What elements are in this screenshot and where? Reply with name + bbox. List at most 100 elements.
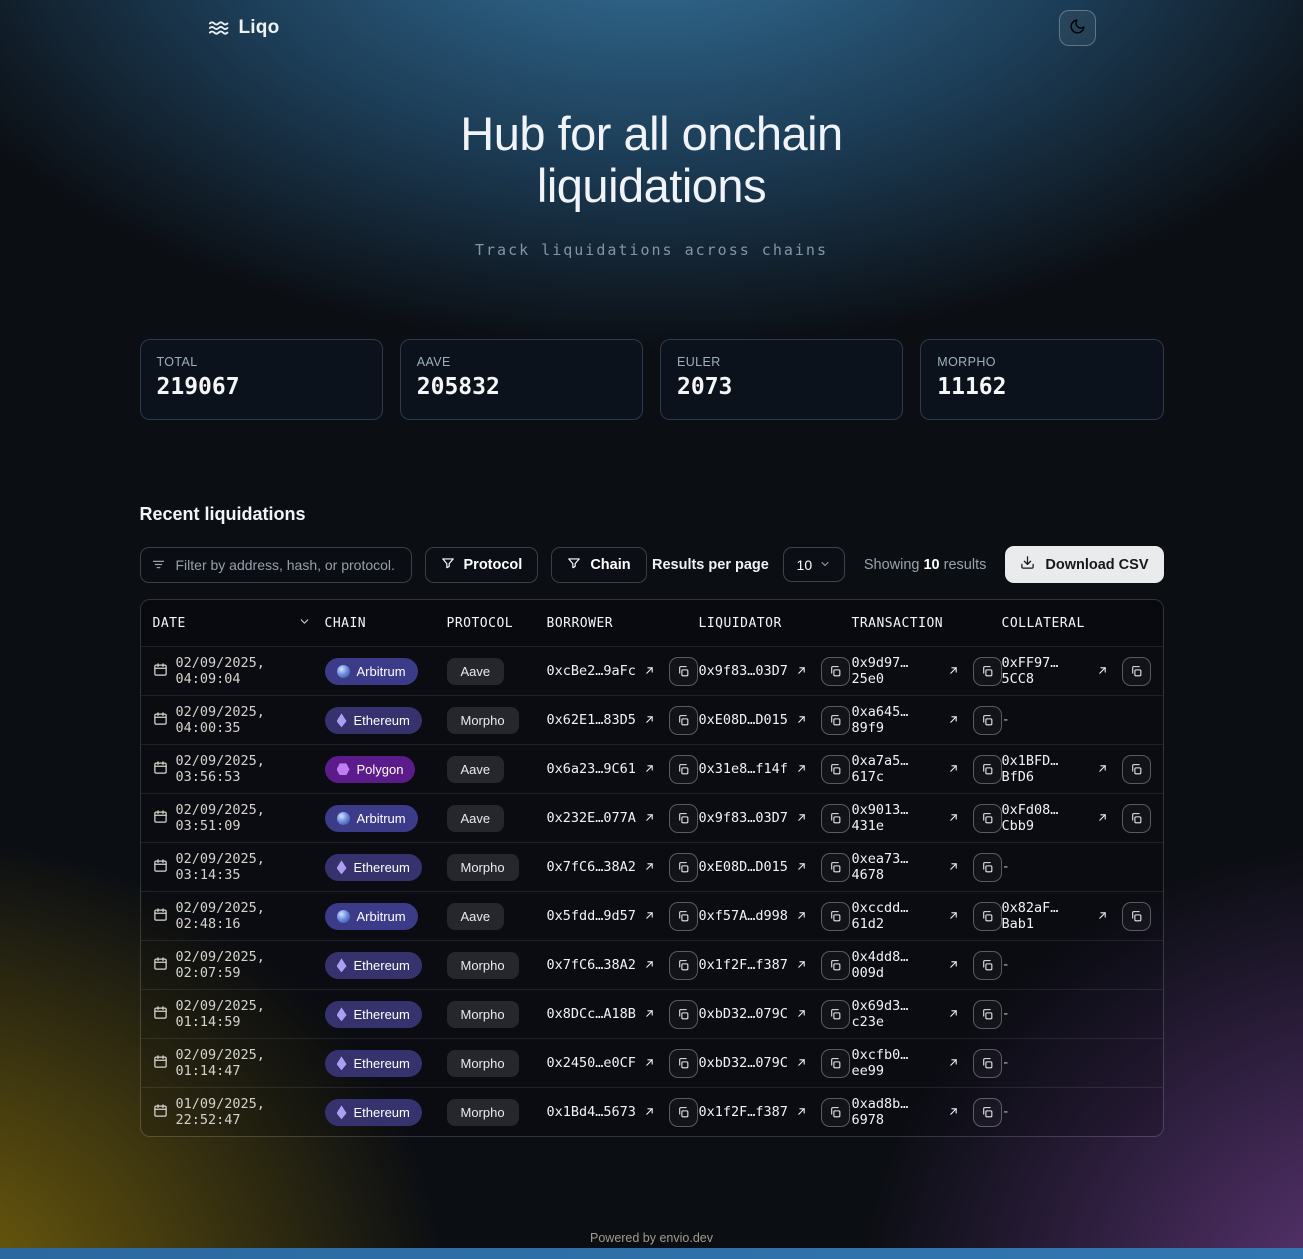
liquidator-address-link[interactable]: 0xf57A…d998 [698, 908, 788, 925]
copy-liquidator-button[interactable] [820, 901, 850, 931]
borrower-address-link[interactable]: 0x7fC6…38A2 [546, 957, 636, 974]
copy-transaction-button[interactable] [972, 656, 1002, 686]
collateral-cell: 0x1BFD…BfD6 [1002, 753, 1151, 785]
chain-filter-button[interactable]: Chain [551, 546, 647, 583]
copy-transaction-button[interactable] [972, 901, 1002, 931]
filter-input[interactable] [139, 546, 412, 583]
liquidator-address-link[interactable]: 0xbD32…079C [698, 1055, 788, 1072]
copy-liquidator-button[interactable] [820, 1097, 850, 1127]
transaction-hash-link[interactable]: 0xad8b…6978 [851, 1096, 909, 1129]
chain-cell: Ethereum [324, 1049, 447, 1077]
collateral-address-link[interactable]: 0xFd08…Cbb9 [1001, 802, 1059, 835]
chain-cell: Ethereum [324, 1098, 447, 1126]
results-per-page-select[interactable]: 10 [782, 547, 845, 583]
collateral-address-link[interactable]: 0xFF97…5CC8 [1001, 655, 1059, 688]
copy-borrower-button[interactable] [668, 901, 698, 931]
borrower-address-link[interactable]: 0x6a23…9C61 [546, 761, 636, 778]
copy-collateral-button[interactable] [1121, 656, 1151, 686]
arrow-up-right-icon [1096, 760, 1109, 779]
borrower-address-link[interactable]: 0x2450…e0CF [546, 1055, 636, 1072]
borrower-address-link[interactable]: 0x5fdd…9d57 [546, 908, 636, 925]
transaction-hash-link[interactable]: 0x4dd8…009d [851, 949, 909, 982]
date-value: 01/09/2025, 22:52:47 [175, 1096, 265, 1129]
copy-borrower-button[interactable] [668, 950, 698, 980]
date-value: 02/09/2025, 01:14:59 [175, 998, 265, 1031]
copy-borrower-button[interactable] [668, 754, 698, 784]
borrower-address-link[interactable]: 0x232E…077A [546, 810, 636, 827]
transaction-hash-link[interactable]: 0x9013…431e [851, 802, 909, 835]
transaction-hash-link[interactable]: 0xea73…4678 [851, 851, 909, 884]
date-cell: 02/09/2025, 01:14:59 [153, 998, 325, 1030]
copy-borrower-button[interactable] [668, 1048, 698, 1078]
transaction-cell: 0x4dd8…009d [852, 949, 1002, 981]
liquidator-address-link[interactable]: 0x1f2F…f387 [698, 1104, 788, 1121]
copy-borrower-button[interactable] [668, 1097, 698, 1127]
liquidator-address-link[interactable]: 0x1f2F…f387 [698, 957, 788, 974]
copy-borrower-button[interactable] [668, 656, 698, 686]
download-icon [1020, 555, 1035, 574]
copy-transaction-button[interactable] [972, 1048, 1002, 1078]
borrower-address-link[interactable]: 0xcBe2…9aFc [546, 663, 636, 680]
transaction-hash-link[interactable]: 0xccdd…61d2 [851, 900, 909, 933]
borrower-address-link[interactable]: 0x8DCc…A18B [546, 1006, 636, 1023]
theme-toggle-button[interactable] [1058, 10, 1096, 46]
protocol-filter-button[interactable]: Protocol [424, 546, 539, 583]
arrow-up-right-icon [947, 711, 960, 730]
borrower-address-link[interactable]: 0x62E1…83D5 [546, 712, 636, 729]
transaction-hash-link[interactable]: 0x9d97…25e0 [851, 655, 909, 688]
copy-collateral-button[interactable] [1121, 901, 1151, 931]
copy-transaction-button[interactable] [972, 705, 1002, 735]
copy-liquidator-button[interactable] [820, 950, 850, 980]
stats-cards: TOTAL 219067 AAVE 205832 EULER 2073 MORP… [139, 339, 1164, 421]
liquidator-address-link[interactable]: 0xbD32…079C [698, 1006, 788, 1023]
copy-borrower-button[interactable] [668, 999, 698, 1029]
column-header-date[interactable]: DATE [153, 615, 325, 632]
copy-liquidator-button[interactable] [820, 1048, 850, 1078]
borrower-address-link[interactable]: 0x7fC6…38A2 [546, 859, 636, 876]
copy-liquidator-button[interactable] [820, 656, 850, 686]
copy-borrower-button[interactable] [668, 852, 698, 882]
copy-transaction-button[interactable] [972, 803, 1002, 833]
copy-borrower-button[interactable] [668, 803, 698, 833]
collateral-address-link[interactable]: 0x1BFD…BfD6 [1001, 753, 1059, 786]
liquidator-address-link[interactable]: 0x31e8…f14f [698, 761, 788, 778]
copy-liquidator-button[interactable] [820, 754, 850, 784]
calendar-icon [153, 1054, 168, 1073]
copy-liquidator-button[interactable] [820, 999, 850, 1029]
arrow-up-right-icon [795, 711, 808, 730]
borrower-address-link[interactable]: 0x1Bd4…5673 [546, 1104, 636, 1121]
calendar-icon [153, 858, 168, 877]
chain-cell: Ethereum [324, 853, 447, 881]
liquidator-cell: 0x9f83…03D7 [698, 656, 852, 686]
collateral-cell: - [1002, 1104, 1151, 1120]
copy-collateral-button[interactable] [1121, 754, 1151, 784]
liquidator-address-link[interactable]: 0x9f83…03D7 [698, 663, 788, 680]
copy-transaction-button[interactable] [972, 852, 1002, 882]
borrower-cell: 0x8DCc…A18B [546, 999, 699, 1029]
calendar-icon [153, 1103, 168, 1122]
copy-liquidator-button[interactable] [820, 705, 850, 735]
protocol-badge: Morpho [446, 853, 519, 881]
download-csv-button[interactable]: Download CSV [1005, 546, 1164, 584]
copy-collateral-button[interactable] [1121, 803, 1151, 833]
protocol-badge: Aave [446, 804, 505, 832]
copy-transaction-button[interactable] [972, 950, 1002, 980]
transaction-hash-link[interactable]: 0xa645…89f9 [851, 704, 909, 737]
copy-transaction-button[interactable] [972, 754, 1002, 784]
chain-icon [336, 860, 347, 875]
copy-transaction-button[interactable] [972, 999, 1002, 1029]
transaction-hash-link[interactable]: 0xa7a5…617c [851, 753, 909, 786]
copy-liquidator-button[interactable] [820, 852, 850, 882]
brand[interactable]: Liqo [208, 17, 280, 39]
copy-borrower-button[interactable] [668, 705, 698, 735]
copy-liquidator-button[interactable] [820, 803, 850, 833]
transaction-hash-link[interactable]: 0x69d3…c23e [851, 998, 909, 1031]
liquidator-address-link[interactable]: 0xE08D…D015 [698, 712, 788, 729]
collateral-address-link[interactable]: 0x82aF…Bab1 [1001, 900, 1059, 933]
collateral-cell: - [1002, 1006, 1151, 1022]
copy-transaction-button[interactable] [972, 1097, 1002, 1127]
chevron-down-icon [298, 615, 311, 632]
transaction-hash-link[interactable]: 0xcfb0…ee99 [851, 1047, 909, 1080]
liquidator-address-link[interactable]: 0xE08D…D015 [698, 859, 788, 876]
liquidator-address-link[interactable]: 0x9f83…03D7 [698, 810, 788, 827]
